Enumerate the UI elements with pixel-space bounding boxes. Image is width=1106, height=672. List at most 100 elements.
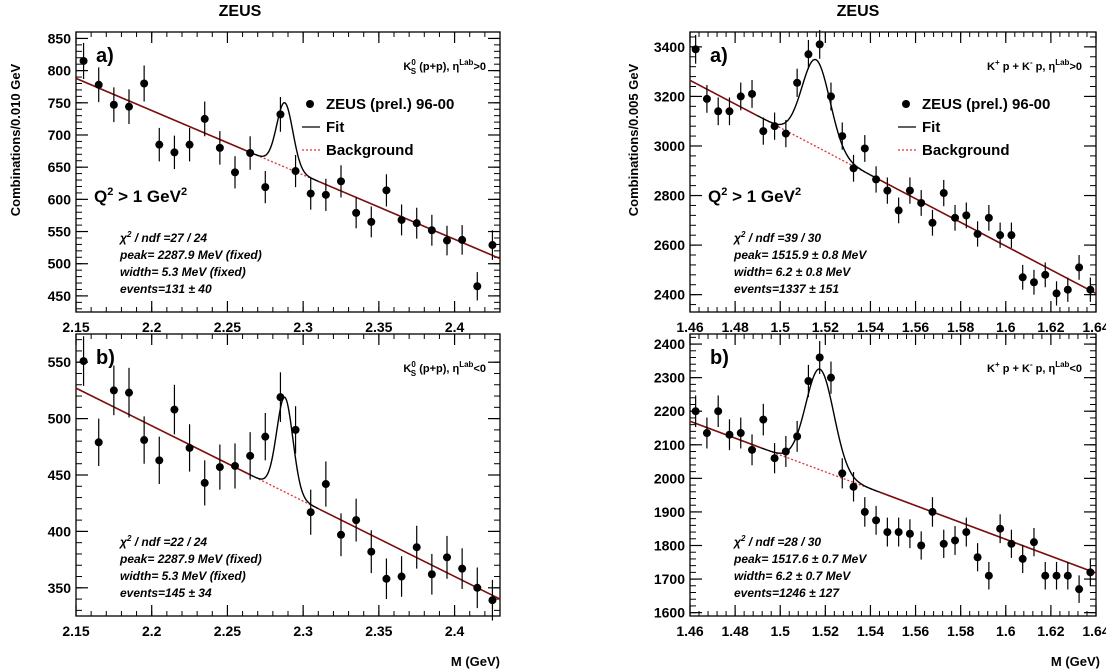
data-point [1086,568,1095,577]
data-point [702,94,711,103]
data-point [962,211,971,220]
stats-events: events=1337 ± 151 [734,282,839,296]
data-point [352,516,361,525]
data-point [826,92,835,101]
y-tick-label: 500 [48,411,72,427]
data-point [306,508,315,517]
data-point [291,167,300,176]
data-point [736,429,745,438]
panel-label: a) [96,45,114,67]
stats-events: events=1246 ± 127 [734,586,840,600]
data-point [894,528,903,537]
stats-chi2: χ2 / ndf =28 / 30 [732,534,821,549]
data-point [917,198,926,207]
panel-bottom-left: 2.15 2.2 2.25 2.3 2.35 2.4 350 400 450 500 550 b) K0… [48,333,501,639]
data-point [382,186,391,195]
x-tick-label: 1.62 [1037,319,1064,335]
fit-curve [250,102,319,183]
data-point [337,177,345,186]
x-tick-label: 2.2 [142,319,162,335]
data-point [291,425,300,434]
y-tick-label: 750 [48,95,72,111]
y-tick-label: 1700 [654,571,685,587]
y-tick-label: 2000 [654,470,685,486]
y-tick-label: 450 [48,288,72,304]
data-point [1075,585,1084,594]
y-tick-label: 3400 [654,39,685,55]
stats-peak: peak= 1517.6 ± 0.7 MeV [733,552,867,566]
data-point [231,168,239,177]
y-tick-label: 700 [48,127,72,143]
data-point [951,213,960,222]
data-point [826,373,835,382]
y-tick-label: 1900 [654,504,685,520]
data-point [1063,571,1072,580]
data-point [804,50,813,59]
y-tick-label: 450 [48,467,72,483]
x-tick-label: 2.3 [293,623,313,639]
data-point [261,432,270,441]
data-point [185,140,194,149]
data-point [748,89,757,98]
y-tick-label: 2600 [654,237,685,253]
x-tick-label: 1.64 [1082,623,1106,639]
data-point [691,45,700,54]
data-point [781,447,790,456]
data-point [94,80,103,89]
fit-background-solid [874,176,1097,295]
x-tick-label: 1.5 [770,623,790,639]
data-point [725,107,734,116]
stats-peak: peak= 2287.9 MeV (fixed) [119,552,262,566]
data-point [231,461,239,470]
data-point [458,564,467,573]
data-point [1007,231,1016,240]
fit-background-solid [75,77,252,154]
stats-peak: peak= 2287.9 MeV (fixed) [119,248,262,262]
x-tick-label: 2.4 [445,319,465,335]
data-point [962,528,971,537]
fit-curve [760,368,879,493]
right-y-axis-label: Combinations/0.005 GeV [626,63,641,216]
data-point [276,393,285,402]
x-tick-label: 2.35 [365,319,392,335]
stats-peak: peak= 1515.9 ± 0.8 MeV [733,248,867,262]
data-point [1007,539,1016,548]
data-point [185,443,194,452]
legend-label-data: ZEUS (prel.) 96-00 [326,96,454,113]
panel-label: b) [710,347,729,369]
fit-background-solid [318,180,501,260]
data-point [246,451,255,460]
channel-label: K+ p + K- p, ηLab<0 [987,360,1082,375]
data-point [170,405,179,414]
data-point [1052,289,1061,298]
data-point [996,524,1005,533]
data-point [200,114,209,123]
y-tick-label: 1600 [654,605,685,621]
x-tick-label: 1.46 [676,623,703,639]
fit-background-solid [689,79,758,117]
data-point [1086,285,1095,294]
data-point [939,189,948,198]
data-point [473,282,482,291]
data-point [155,456,164,465]
data-point [984,213,993,222]
y-tick-label: 2400 [654,287,685,303]
x-tick-label: 1.54 [857,319,884,335]
y-tick-label: 850 [48,30,72,46]
data-point [1029,278,1038,287]
data-point [1052,571,1061,580]
x-tick-label: 1.58 [947,319,974,335]
x-tick-label: 1.46 [676,319,703,335]
data-point [458,235,467,244]
y-tick-label: 3200 [654,88,685,104]
data-point [443,553,451,562]
legend-marker-data [902,100,910,108]
left-x-axis-label: M (GeV) [451,654,500,669]
data-point [973,229,982,238]
data-point [261,183,270,192]
data-point [894,206,903,215]
x-tick-label: 1.52 [812,623,839,639]
x-tick-label: 2.35 [365,623,392,639]
data-point [872,516,881,525]
